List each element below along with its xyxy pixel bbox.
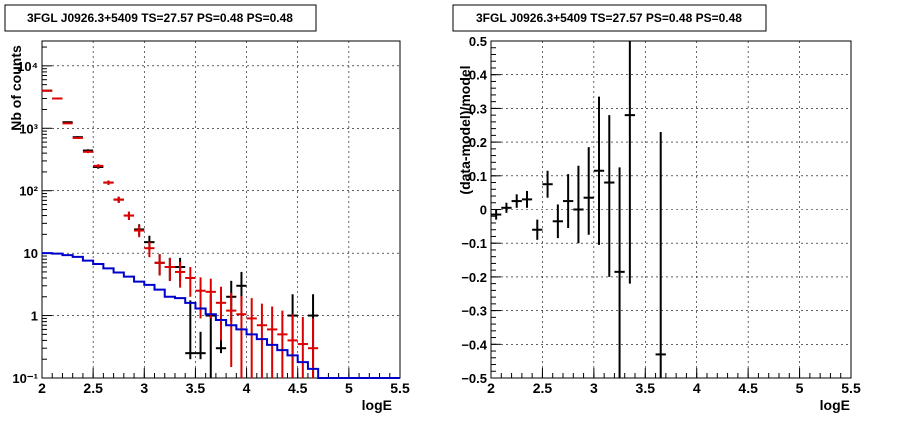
y-tick-label: −0.2 <box>461 270 487 285</box>
x-tick-label: 4 <box>243 380 251 396</box>
y-tick-label: 10³ <box>19 121 38 136</box>
y-tick-label: −0.3 <box>461 304 487 319</box>
x-tick-label: 4 <box>693 380 701 396</box>
y-axis-label: Nb of counts <box>8 45 24 131</box>
x-tick-label: 5 <box>796 380 804 396</box>
model-step-line <box>42 252 400 379</box>
x-tick-label: 2 <box>38 380 46 396</box>
x-tick-label: 5 <box>345 380 353 396</box>
y-tick-label: 0.3 <box>469 101 487 116</box>
x-tick-label: 4.5 <box>738 380 758 396</box>
y-tick-label: −0.1 <box>461 236 487 251</box>
y-tick-label: 1 <box>31 309 38 324</box>
chart-title: 3FGL J0926.3+5409 TS=27.57 PS=0.48 PS=0.… <box>476 11 742 25</box>
y-tick-label: 0.5 <box>469 34 487 49</box>
x-tick-label: 2.5 <box>533 380 553 396</box>
x-tick-label: 2 <box>487 380 495 396</box>
y-tick-label: 10 <box>24 246 38 261</box>
counts-panel: 3FGL J0926.3+5409 TS=27.57 PS=0.48 PS=0.… <box>4 4 410 413</box>
x-tick-label: 3 <box>140 380 148 396</box>
chart-title: 3FGL J0926.3+5409 TS=27.57 PS=0.48 PS=0.… <box>27 11 293 25</box>
y-tick-label: 10² <box>19 184 38 199</box>
y-axis-label: (data-model)/model <box>457 65 473 194</box>
y-tick-label: −0.5 <box>461 371 487 386</box>
x-tick-label: 5.5 <box>390 380 410 396</box>
x-tick-label: 3.5 <box>636 380 656 396</box>
title-box <box>4 4 317 32</box>
y-tick-label: 0.1 <box>469 169 487 184</box>
y-tick-label: 0.4 <box>469 68 488 83</box>
x-tick-label: 2.5 <box>83 380 103 396</box>
residual-panel: 3FGL J0926.3+5409 TS=27.57 PS=0.48 PS=0.… <box>452 4 861 413</box>
x-axis-label: logE <box>820 397 850 413</box>
y-tick-label: 10⁴ <box>17 59 38 74</box>
y-tick-label: 0 <box>480 203 487 218</box>
y-tick-label: −0.4 <box>461 337 487 352</box>
x-axis-label: logE <box>362 397 392 413</box>
y-tick-label: 0.2 <box>469 135 487 150</box>
x-tick-label: 5.5 <box>841 380 861 396</box>
y-tick-label: 10⁻¹ <box>12 371 38 386</box>
x-tick-label: 3.5 <box>186 380 206 396</box>
title-box <box>452 4 767 32</box>
x-tick-label: 4.5 <box>288 380 308 396</box>
x-tick-label: 3 <box>590 380 598 396</box>
